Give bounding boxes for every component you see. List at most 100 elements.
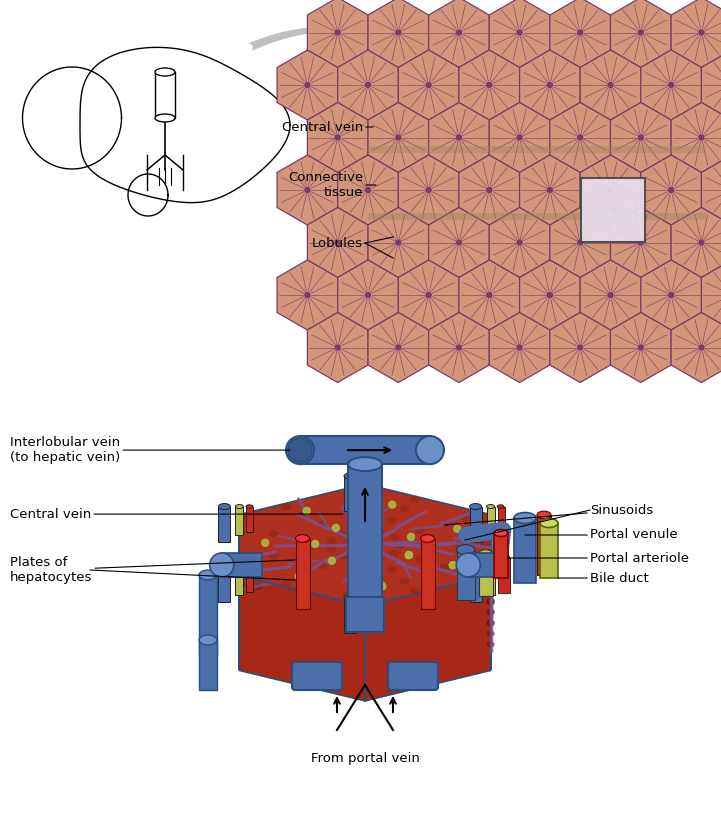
Circle shape: [311, 541, 319, 547]
Polygon shape: [307, 208, 368, 278]
Polygon shape: [550, 312, 611, 382]
Bar: [514, 518, 536, 583]
Ellipse shape: [469, 503, 482, 509]
Polygon shape: [398, 50, 459, 120]
Polygon shape: [337, 155, 398, 225]
Polygon shape: [702, 260, 721, 330]
FancyArrowPatch shape: [592, 275, 684, 316]
Circle shape: [608, 82, 613, 87]
Ellipse shape: [245, 527, 255, 534]
Circle shape: [638, 240, 643, 245]
Ellipse shape: [448, 559, 455, 564]
Ellipse shape: [487, 609, 494, 614]
Bar: [222, 553, 262, 577]
Ellipse shape: [487, 569, 494, 574]
Ellipse shape: [479, 550, 492, 557]
Bar: [368, 85, 706, 280]
Polygon shape: [398, 260, 459, 330]
Polygon shape: [520, 155, 580, 225]
Ellipse shape: [425, 541, 435, 549]
Ellipse shape: [399, 505, 410, 513]
Ellipse shape: [487, 556, 494, 561]
Ellipse shape: [278, 537, 284, 542]
Bar: [581, 178, 645, 242]
Ellipse shape: [448, 517, 455, 522]
Ellipse shape: [327, 545, 337, 553]
FancyBboxPatch shape: [292, 662, 342, 690]
Polygon shape: [520, 50, 580, 120]
Ellipse shape: [210, 553, 234, 577]
Ellipse shape: [269, 553, 279, 559]
Ellipse shape: [387, 566, 397, 574]
Ellipse shape: [469, 564, 482, 570]
Bar: [420, 539, 435, 608]
Text: Bile duct: Bile duct: [558, 572, 649, 584]
Polygon shape: [550, 208, 611, 278]
Ellipse shape: [487, 565, 495, 569]
Text: Central vein: Central vein: [282, 120, 373, 133]
Bar: [218, 507, 231, 541]
Circle shape: [288, 438, 312, 462]
Circle shape: [668, 188, 673, 193]
Ellipse shape: [387, 517, 397, 524]
Circle shape: [426, 293, 431, 297]
Circle shape: [366, 82, 371, 87]
Ellipse shape: [537, 511, 551, 519]
Ellipse shape: [403, 569, 410, 574]
Polygon shape: [580, 50, 641, 120]
Ellipse shape: [487, 589, 494, 594]
Ellipse shape: [410, 496, 420, 503]
Ellipse shape: [199, 570, 217, 580]
Polygon shape: [368, 102, 428, 172]
Ellipse shape: [487, 631, 494, 636]
Bar: [344, 476, 356, 511]
Circle shape: [517, 30, 522, 35]
Ellipse shape: [381, 500, 387, 505]
Text: Lobules: Lobules: [312, 236, 363, 250]
Circle shape: [517, 345, 522, 350]
Ellipse shape: [425, 541, 435, 549]
Polygon shape: [671, 0, 721, 68]
Ellipse shape: [487, 579, 494, 584]
Circle shape: [608, 293, 613, 297]
Ellipse shape: [155, 68, 175, 76]
Circle shape: [578, 240, 583, 245]
Bar: [199, 640, 217, 690]
Ellipse shape: [255, 584, 262, 589]
Ellipse shape: [415, 556, 425, 564]
Ellipse shape: [199, 635, 217, 645]
Ellipse shape: [455, 541, 465, 549]
Ellipse shape: [420, 535, 435, 542]
Ellipse shape: [298, 572, 308, 578]
Circle shape: [699, 345, 704, 350]
Ellipse shape: [514, 513, 536, 523]
Polygon shape: [277, 260, 337, 330]
Polygon shape: [550, 0, 611, 68]
Polygon shape: [239, 575, 365, 701]
Bar: [468, 553, 508, 577]
Polygon shape: [590, 183, 637, 237]
Circle shape: [305, 293, 310, 297]
Text: Connective
tissue: Connective tissue: [288, 171, 376, 199]
Circle shape: [456, 345, 461, 350]
Circle shape: [304, 508, 310, 514]
Ellipse shape: [236, 504, 244, 508]
Bar: [247, 568, 253, 592]
Ellipse shape: [487, 536, 494, 541]
Ellipse shape: [278, 579, 284, 584]
Ellipse shape: [403, 527, 410, 531]
Ellipse shape: [278, 517, 284, 522]
Circle shape: [449, 562, 456, 569]
Ellipse shape: [497, 566, 504, 569]
Ellipse shape: [487, 599, 494, 604]
Polygon shape: [641, 50, 702, 120]
Ellipse shape: [461, 514, 471, 522]
Bar: [368, 147, 706, 153]
Ellipse shape: [343, 492, 353, 499]
Bar: [300, 436, 430, 464]
Bar: [344, 598, 356, 633]
Circle shape: [456, 240, 461, 245]
FancyBboxPatch shape: [388, 662, 438, 690]
Ellipse shape: [440, 520, 450, 527]
FancyArrowPatch shape: [249, 26, 448, 85]
